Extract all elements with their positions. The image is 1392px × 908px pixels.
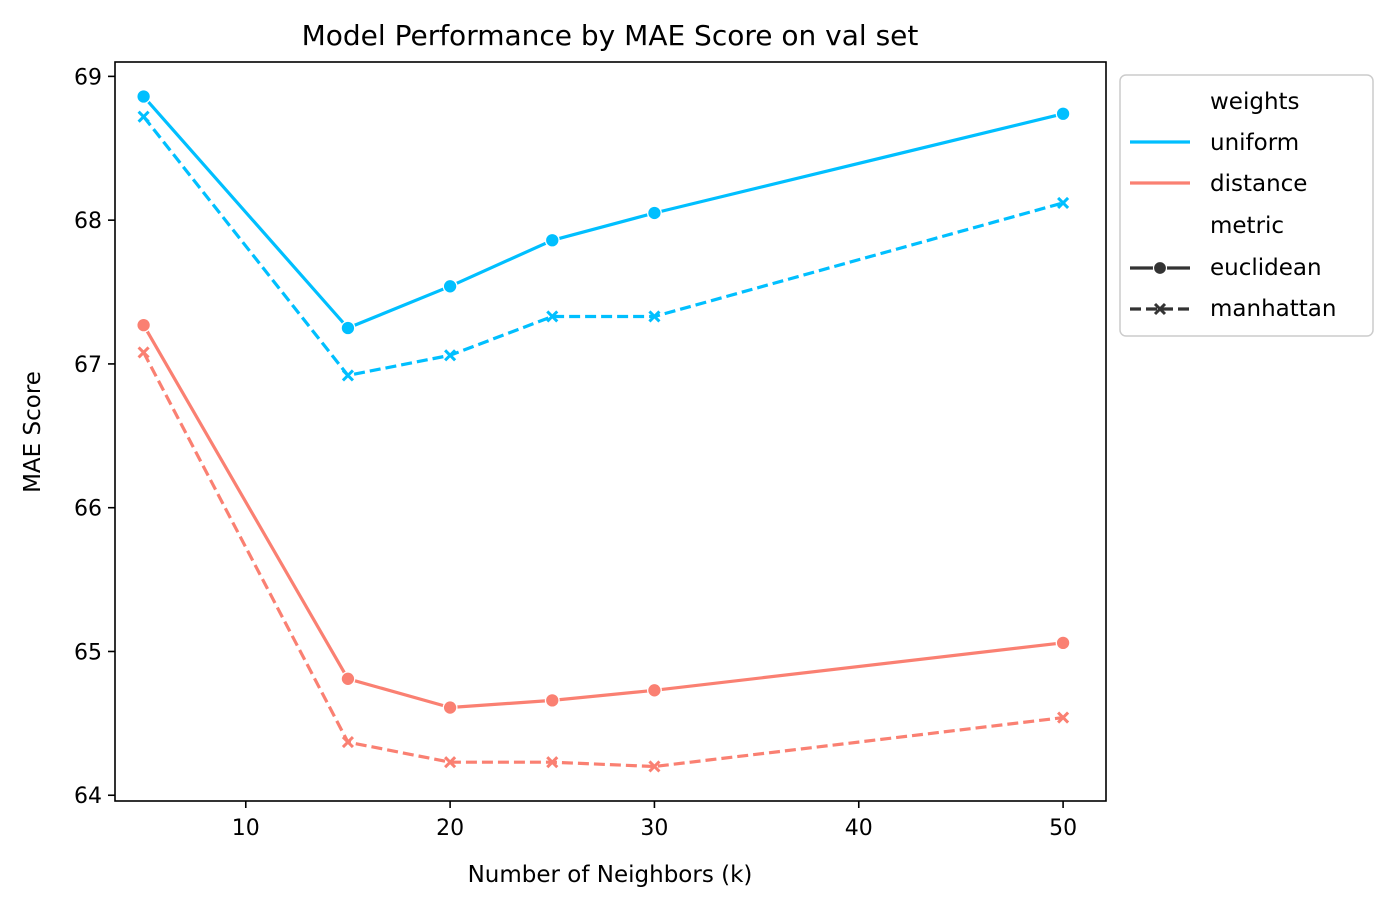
data-point	[340, 671, 356, 687]
legend-box	[1119, 74, 1374, 337]
series-line	[142, 95, 1064, 330]
legend-euclidean-swatch	[1130, 260, 1190, 276]
series-uniform-euclidean	[136, 89, 1071, 336]
legend-manhattan-label: manhattan	[1210, 296, 1336, 322]
series-distance-euclidean	[136, 317, 1071, 715]
legend: weights uniform distance metric euclidea…	[1119, 74, 1374, 337]
x-tick-label: 10	[232, 816, 260, 841]
series-distance-manhattan	[137, 346, 1070, 773]
plot-frame	[114, 61, 1107, 802]
legend-metric-title: metric	[1210, 213, 1284, 239]
x-tick-label: 30	[640, 816, 668, 841]
data-point	[136, 317, 152, 333]
data-point	[442, 278, 458, 294]
data-point	[1055, 106, 1071, 122]
data-point	[137, 110, 150, 123]
y-axis-ticks: 64 65 66 67 68 69	[74, 65, 115, 809]
y-axis-label: MAE Score	[20, 371, 46, 493]
x-tick-label: 50	[1049, 816, 1077, 841]
legend-manhattan-swatch	[1130, 302, 1190, 316]
x-axis-label: Number of Neighbors (k)	[468, 862, 753, 888]
data-point	[1057, 711, 1070, 724]
data-point	[1057, 196, 1070, 209]
legend-weights-title: weights	[1210, 89, 1300, 115]
plot-area	[114, 61, 1107, 802]
y-tick-label: 67	[74, 353, 102, 378]
legend-uniform-label: uniform	[1210, 130, 1299, 156]
data-point	[341, 369, 354, 382]
y-tick-label: 65	[74, 640, 102, 665]
data-point	[646, 682, 662, 698]
data-point	[137, 346, 150, 359]
data-point	[136, 89, 152, 104]
x-tick-label: 40	[845, 816, 873, 841]
y-tick-label: 69	[74, 65, 102, 90]
data-point	[442, 700, 458, 715]
data-point	[648, 760, 661, 773]
series-uniform-manhattan	[137, 110, 1070, 382]
data-point	[341, 735, 354, 749]
legend-distance-label: distance	[1210, 171, 1307, 197]
chart-title: Model Performance by MAE Score on val se…	[302, 19, 919, 52]
data-point	[340, 320, 356, 336]
y-tick-label: 66	[74, 497, 102, 522]
data-point	[546, 310, 559, 323]
data-point	[544, 692, 560, 708]
data-point	[544, 232, 560, 248]
data-point	[646, 205, 662, 221]
series-line	[142, 324, 1064, 710]
series-line	[142, 351, 1064, 769]
data-point	[546, 756, 559, 769]
data-point	[444, 756, 457, 769]
data-point	[648, 310, 661, 323]
data-point	[1055, 635, 1071, 651]
y-tick-label: 68	[74, 209, 102, 234]
series-line	[142, 115, 1064, 377]
y-tick-label: 64	[74, 784, 102, 809]
legend-euclidean-label: euclidean	[1210, 255, 1322, 281]
series-layer	[136, 89, 1071, 773]
x-tick-label: 20	[436, 816, 464, 841]
x-axis-ticks: 10 20 30 40 50	[232, 801, 1077, 841]
data-point	[444, 349, 457, 362]
